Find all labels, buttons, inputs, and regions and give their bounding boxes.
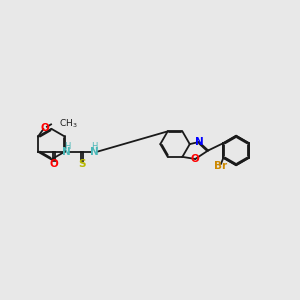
Text: H: H <box>64 142 70 151</box>
Text: CH$_3$: CH$_3$ <box>59 118 77 130</box>
Text: S: S <box>78 159 85 169</box>
Text: O: O <box>40 123 49 133</box>
Text: N: N <box>195 137 203 147</box>
Text: Br: Br <box>214 161 228 171</box>
Text: O: O <box>50 159 59 169</box>
Text: O: O <box>191 154 200 164</box>
Text: N: N <box>62 147 71 157</box>
Text: H: H <box>91 142 98 151</box>
Text: N: N <box>90 147 98 157</box>
